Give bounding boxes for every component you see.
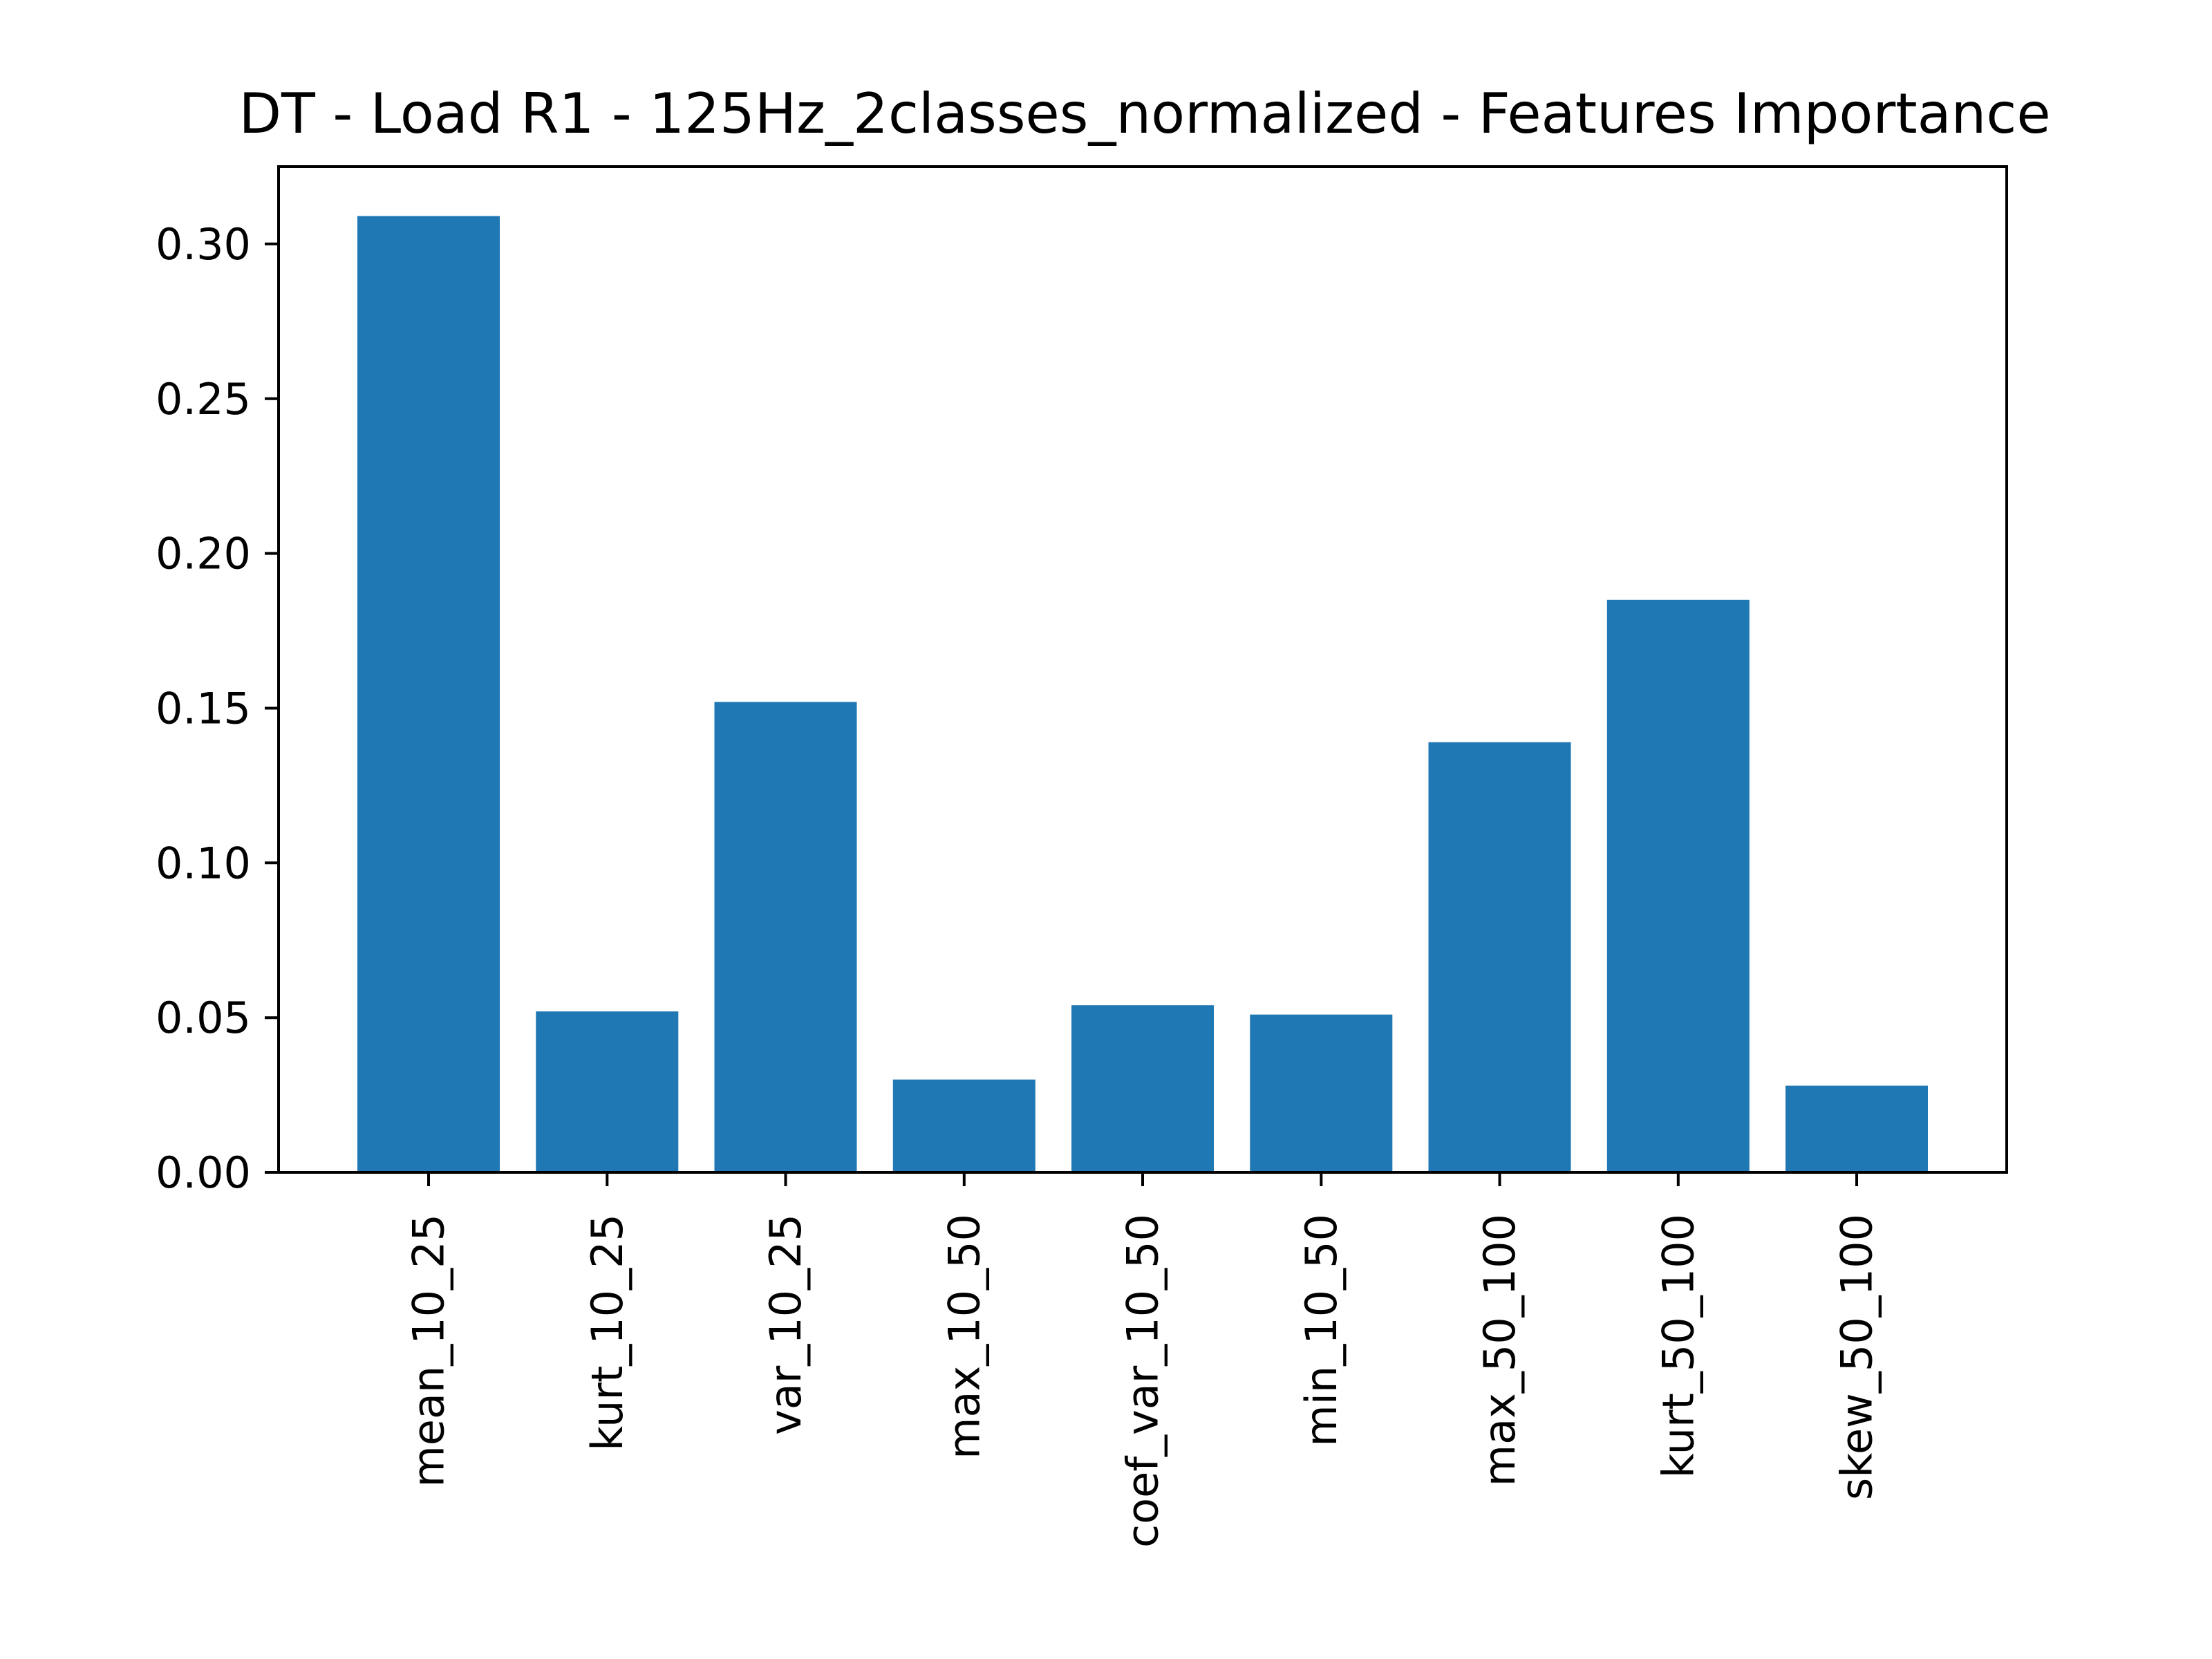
y-tick-label: 0.05 xyxy=(156,993,251,1043)
y-tick-label: 0.10 xyxy=(156,838,251,888)
y-tick-label: 0.20 xyxy=(156,529,251,579)
bar-skew_50_100 xyxy=(1785,1085,1928,1172)
y-tick-label: 0.30 xyxy=(156,219,251,270)
bar-min_10_50 xyxy=(1250,1014,1393,1172)
x-tick-label: var_10_25 xyxy=(760,1214,811,1435)
plot-frame xyxy=(277,165,2008,1174)
x-tick-label: mean_10_25 xyxy=(404,1214,454,1488)
x-axis: mean_10_25 kurt_10_25 var_10_25 max_10_50 co… xyxy=(404,1172,1882,1548)
bar-kurt_10_25 xyxy=(536,1011,679,1172)
x-tick-label: coef_var_10_50 xyxy=(1118,1214,1168,1548)
x-tick-label: kurt_50_100 xyxy=(1653,1214,1703,1478)
bar-var_10_25 xyxy=(714,702,857,1172)
y-tick-label: 0.15 xyxy=(156,684,251,734)
x-tick-label: skew_50_100 xyxy=(1832,1214,1882,1500)
bar-max_50_100 xyxy=(1428,742,1571,1172)
bars-layer xyxy=(357,216,1928,1173)
bar-mean_10_25 xyxy=(357,216,500,1173)
y-axis: 0.00 0.05 0.10 0.15 0.20 0.25 0.30 xyxy=(156,219,279,1198)
y-tick-label: 0.00 xyxy=(156,1147,251,1198)
x-tick-label: kurt_10_25 xyxy=(582,1214,632,1451)
x-tick-label: max_10_50 xyxy=(939,1214,989,1459)
bar-kurt_50_100 xyxy=(1606,599,1750,1172)
y-tick-label: 0.25 xyxy=(156,374,251,424)
x-tick-label: min_10_50 xyxy=(1296,1214,1347,1447)
x-tick-label: max_50_100 xyxy=(1474,1214,1525,1486)
bar-max_10_50 xyxy=(892,1079,1035,1172)
chart-title: DT - Load R1 - 125Hz_2classes_normalized… xyxy=(238,82,2050,146)
bar-coef_var_10_50 xyxy=(1071,1005,1214,1172)
